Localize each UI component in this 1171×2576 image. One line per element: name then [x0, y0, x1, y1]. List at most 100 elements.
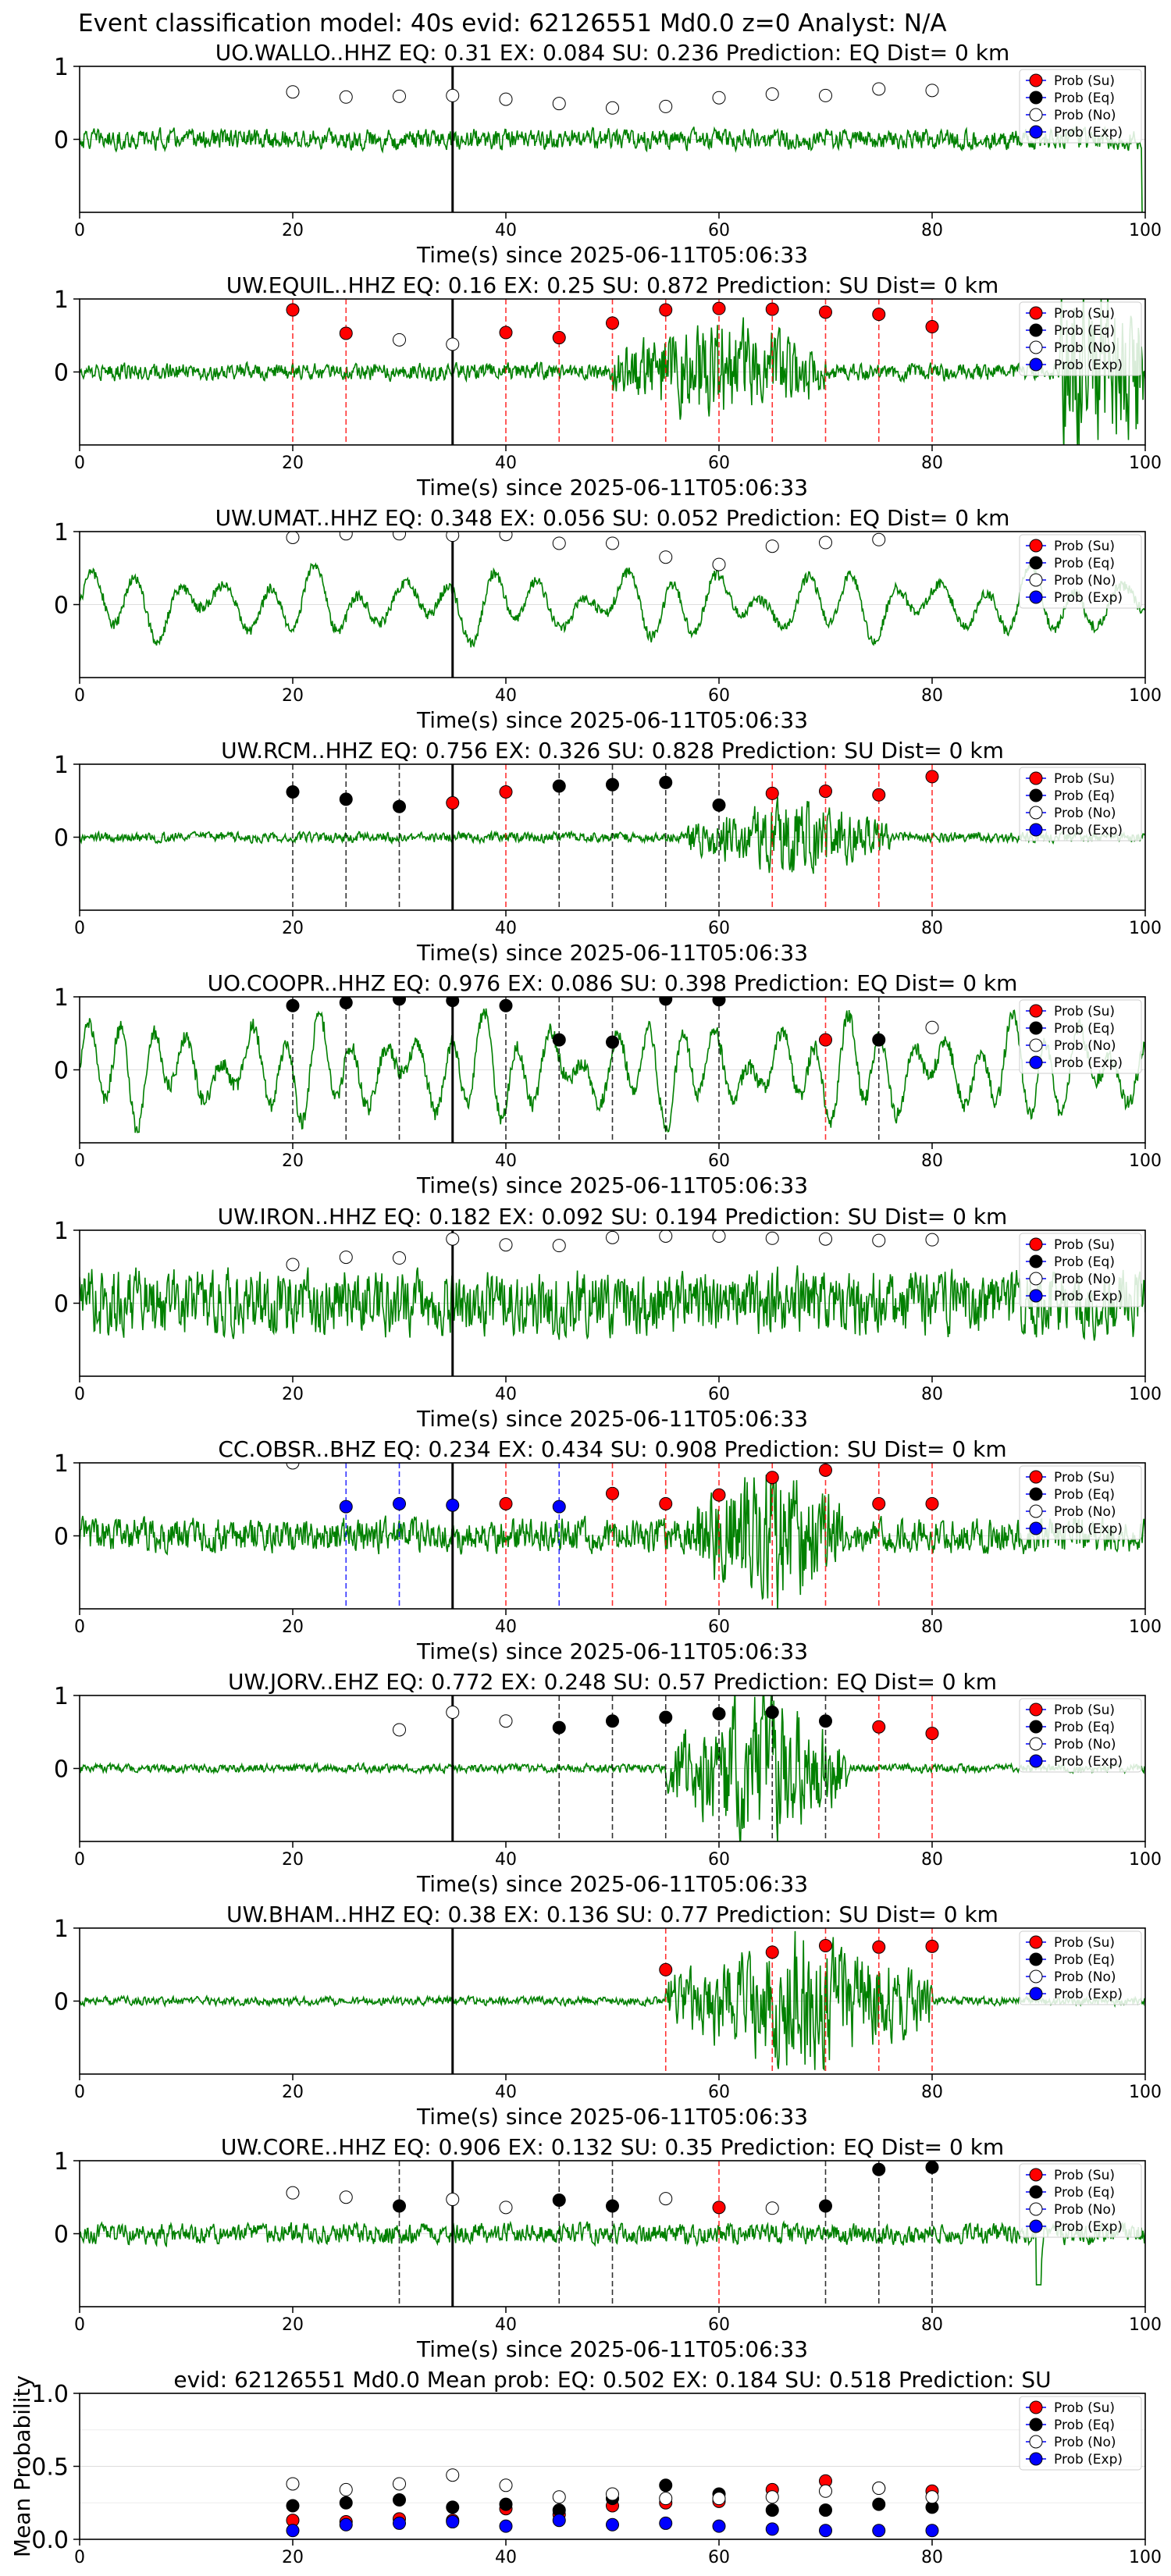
mean-prob-point: [872, 2524, 886, 2538]
x-tick-label: 0: [74, 1850, 85, 1870]
waveform-trace: [80, 557, 1145, 648]
legend: Prob (Su)Prob (Eq)Prob (No)Prob (Exp): [1019, 1233, 1142, 1308]
prob-point: [552, 1239, 566, 1253]
legend-entry: Prob (Su): [1054, 2400, 1115, 2416]
chart-panel: UW.BHAM..HHZ EQ: 0.38 EX: 0.136 SU: 0.77…: [54, 1902, 1162, 2129]
legend: Prob (Su)Prob (Eq)Prob (No)Prob (Exp): [1019, 1930, 1142, 2005]
x-tick-label: 60: [708, 1385, 730, 1404]
prob-point: [393, 1723, 406, 1737]
legend-entry: Prob (Exp): [1054, 1521, 1123, 1537]
x-tick-label: 20: [282, 919, 304, 938]
plot-area: [80, 764, 1145, 910]
mean-prob-point: [819, 2484, 832, 2498]
x-tick-label: 20: [282, 454, 304, 473]
x-tick-label: 80: [921, 686, 943, 706]
prob-point: [712, 798, 726, 812]
y-tick-label: 0: [54, 825, 69, 852]
x-tick-label: 100: [1129, 2083, 1162, 2102]
prob-point: [872, 1496, 886, 1510]
legend-marker: [1029, 1272, 1043, 1286]
x-tick-label: 20: [282, 221, 304, 240]
x-tick-label: 100: [1129, 1151, 1162, 1171]
mean-prob-point: [552, 2514, 566, 2528]
prob-point: [286, 1258, 300, 1272]
y-tick-label: 1: [54, 1683, 69, 1710]
mean-prob-point: [552, 2490, 566, 2504]
prob-point: [606, 1714, 619, 1728]
legend-marker: [1029, 806, 1043, 820]
plot-area: [80, 1928, 1145, 2074]
legend-box: [1019, 999, 1142, 1074]
plot-area: [80, 1463, 1145, 1609]
legend-entry: Prob (No): [1054, 340, 1116, 356]
prob-point: [872, 2162, 886, 2176]
legend-box: [1019, 2396, 1142, 2471]
legend-entry: Prob (No): [1054, 1272, 1116, 1287]
legend-entry: Prob (No): [1054, 2435, 1116, 2450]
chart-title: UW.JORV..EHZ EQ: 0.772 EX: 0.248 SU: 0.5…: [228, 1669, 997, 1695]
x-tick-label: 100: [1129, 1850, 1162, 1870]
mean-prob-point: [499, 2478, 513, 2492]
prob-point: [286, 998, 300, 1012]
mean-prob-point: [819, 2503, 832, 2517]
chart-panel: UW.IRON..HHZ EQ: 0.182 EX: 0.092 SU: 0.1…: [54, 1204, 1162, 1432]
prob-point: [712, 997, 726, 1007]
legend-entry: Prob (Su): [1054, 73, 1115, 89]
legend-marker: [1029, 1254, 1043, 1268]
x-axis-label: Time(s) since 2025-06-11T05:06:33: [416, 707, 808, 733]
prob-point: [712, 301, 726, 315]
legend-entry: Prob (Su): [1054, 1004, 1115, 1019]
legend-marker: [1029, 573, 1043, 587]
legend: Prob (Su)Prob (Eq)Prob (No)Prob (Exp): [1019, 767, 1142, 841]
legend-box: [1019, 301, 1142, 376]
prob-point: [286, 85, 300, 99]
waveform-trace: [80, 1265, 1145, 1341]
legend-marker: [1029, 1521, 1043, 1535]
mean-prob-point: [286, 2499, 300, 2513]
prob-point: [499, 2201, 513, 2215]
prob-point: [446, 88, 460, 102]
prob-point: [659, 775, 673, 789]
legend-marker: [1029, 1470, 1043, 1484]
x-tick-label: 100: [1129, 221, 1162, 240]
prob-point: [446, 1232, 460, 1246]
x-tick-label: 80: [921, 2548, 943, 2567]
prob-point: [925, 1496, 939, 1510]
mean-prob-point: [393, 2493, 406, 2507]
legend-entry: Prob (No): [1054, 1038, 1116, 1054]
legend-marker: [1029, 358, 1043, 372]
legend-entry: Prob (Exp): [1054, 2219, 1123, 2235]
x-tick-label: 20: [282, 1617, 304, 1637]
legend-box: [1019, 2163, 1142, 2238]
prob-point: [339, 532, 353, 541]
y-tick-label: 0: [54, 592, 69, 620]
prob-point: [446, 1498, 460, 1512]
prob-point: [819, 88, 832, 102]
plot-area: [80, 2393, 1145, 2539]
prob-point: [765, 539, 779, 553]
x-axis-label: Time(s) since 2025-06-11T05:06:33: [416, 475, 808, 500]
prob-point: [872, 308, 886, 322]
legend-marker: [1029, 788, 1043, 802]
legend-box: [1019, 1233, 1142, 1308]
prob-point: [819, 305, 832, 319]
legend-entry: Prob (Su): [1054, 1703, 1115, 1718]
prob-point: [765, 1706, 779, 1720]
prob-point: [606, 101, 619, 115]
legend-entry: Prob (Su): [1054, 1935, 1115, 1951]
x-tick-label: 0: [74, 1617, 85, 1637]
x-tick-label: 100: [1129, 2548, 1162, 2567]
chart-panel: CC.OBSR..BHZ EQ: 0.234 EX: 0.434 SU: 0.9…: [54, 1436, 1162, 1664]
x-tick-label: 40: [495, 2315, 517, 2335]
prob-point: [339, 326, 353, 340]
chart-panel: UW.EQUIL..HHZ EQ: 0.16 EX: 0.25 SU: 0.87…: [54, 272, 1162, 500]
legend-entry: Prob (Eq): [1054, 1254, 1115, 1270]
x-tick-label: 0: [74, 2315, 85, 2335]
x-axis-label: Time(s) since 2025-06-11T05:06:33: [416, 2336, 808, 2362]
prob-point: [606, 1035, 619, 1049]
x-tick-label: 0: [74, 454, 85, 473]
mean-prob-point: [286, 2524, 300, 2538]
legend-marker: [1029, 2219, 1043, 2233]
mean-prob-point: [499, 2519, 513, 2533]
x-tick-label: 20: [282, 1385, 304, 1404]
